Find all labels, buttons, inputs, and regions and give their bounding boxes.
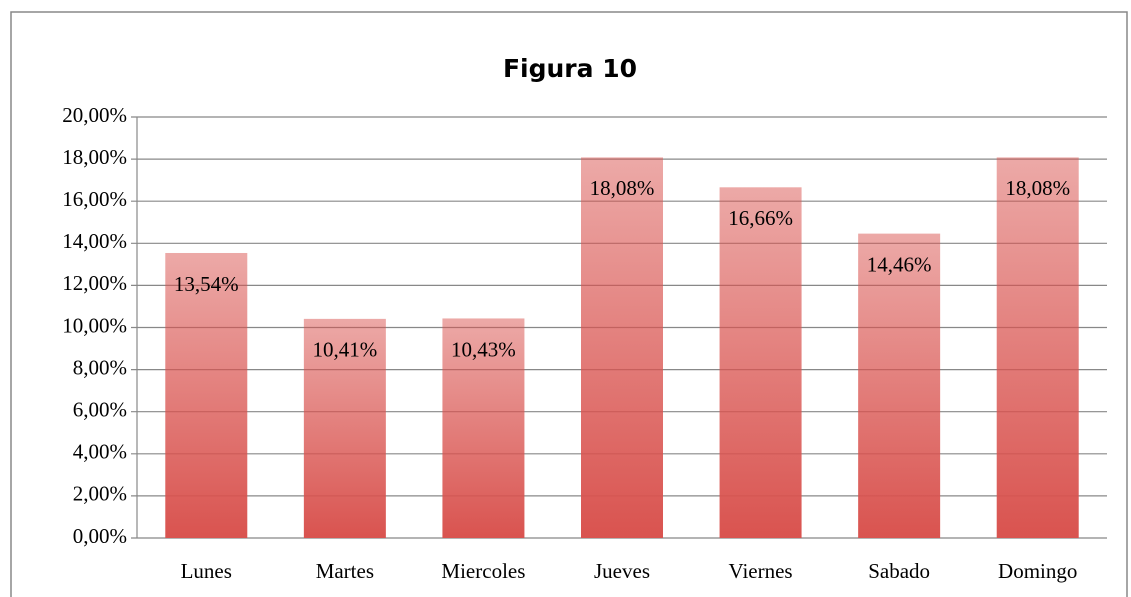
y-tick-label: 16,00% <box>62 187 127 211</box>
bar <box>858 233 941 538</box>
y-tick-label: 18,00% <box>62 145 127 169</box>
data-label: 14,46% <box>867 252 932 276</box>
bar <box>996 157 1079 538</box>
x-tick-label: Jueves <box>594 559 650 583</box>
data-label: 10,41% <box>312 338 377 362</box>
bar <box>165 252 248 538</box>
chart-frame <box>10 11 1128 597</box>
bar <box>719 187 802 538</box>
y-tick-label: 10,00% <box>62 313 127 337</box>
data-label: 18,08% <box>590 176 655 200</box>
bar <box>442 318 525 538</box>
y-tick-label: 20,00% <box>62 103 127 127</box>
data-label: 10,43% <box>451 337 516 361</box>
y-tick-label: 4,00% <box>73 440 127 464</box>
y-tick-label: 12,00% <box>62 271 127 295</box>
x-tick-label: Domingo <box>998 559 1077 583</box>
x-tick-label: Lunes <box>181 559 232 583</box>
data-label: 18,08% <box>1005 176 1070 200</box>
y-tick-label: 6,00% <box>73 398 127 422</box>
y-tick-label: 8,00% <box>73 355 127 379</box>
data-label: 16,66% <box>728 206 793 230</box>
bar <box>303 318 386 538</box>
y-tick-label: 14,00% <box>62 229 127 253</box>
x-tick-label: Sabado <box>868 559 930 583</box>
y-tick-label: 2,00% <box>73 482 127 506</box>
x-tick-label: Martes <box>316 559 374 583</box>
bar <box>581 157 663 538</box>
chart-title: Figura 10 <box>503 54 637 83</box>
x-tick-label: Viernes <box>729 559 793 583</box>
data-label: 13,54% <box>174 272 239 296</box>
x-tick-label: Miercoles <box>441 559 525 583</box>
y-tick-label: 0,00% <box>73 524 127 548</box>
